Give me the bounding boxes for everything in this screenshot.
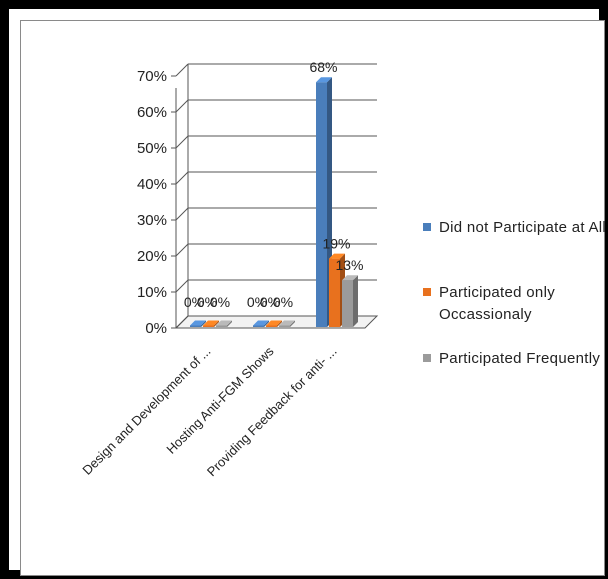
data-label: 0% [260,294,280,310]
bar-top [329,253,345,259]
legend-label: Participated only Occassionaly [439,284,555,323]
bar-side [227,320,232,327]
bar-front [203,325,214,327]
y-tick-label: 60% [137,104,167,121]
bar-front [342,280,353,327]
gridline-depth [175,279,189,293]
gridline-depth [175,135,189,149]
chart-area: 0% 10% 20% 30% 40% 50% 60% 70% 0% 0% 0% 0% 0% 0% 68% 1… [20,20,608,576]
bar-front [253,325,264,327]
bar-front [279,325,290,327]
bar [253,320,269,327]
bar [266,320,282,327]
bar [216,320,232,327]
gridline-depth [175,171,189,185]
legend-swatch [423,223,431,231]
bars [190,77,358,327]
gridline-depth [175,63,189,77]
bar-top [279,320,295,326]
gridline-depth [175,207,189,221]
y-tick-label: 40% [137,176,167,193]
category-label: Providing Feedback for anti- ... [204,344,340,480]
bar-front [329,258,340,327]
legend-swatch [423,354,431,362]
legend-item-participated-frequently: Participated Frequently [423,348,608,370]
bar-front [216,325,227,327]
legend-swatch [423,288,431,296]
y-tick-label: 70% [137,68,167,85]
bar-top [216,320,232,326]
bar [203,320,219,327]
bar-top [266,320,282,326]
bar-top [316,77,332,83]
data-label: 68% [309,59,337,75]
data-label: 0% [197,294,217,310]
gridline-depth [175,315,189,329]
bar-side [290,320,295,327]
y-tick-label: 50% [137,140,167,157]
bar-side [353,275,358,327]
gridline-depth [175,99,189,113]
category-label: Hosting Anti-FGM Shows [163,343,277,457]
gridline-depth [175,243,189,257]
category-label: Design and Development of ... [79,344,213,478]
bar-top [190,320,206,326]
data-label: 0% [273,294,293,310]
bar-side [264,320,269,327]
bar-side [277,320,282,327]
bar-top [342,275,358,281]
y-tick-label: 10% [137,284,167,301]
bar-top [203,320,219,326]
data-label: 19% [322,236,350,252]
legend-item-did-not-participate: Did not Participate at All [423,217,608,239]
data-label: 0% [247,294,267,310]
bar-front [190,325,201,327]
data-labels: 0%0%0% 0%0%0%68%19%13% [184,59,364,310]
bar [279,320,295,327]
y-axis-tick-labels: 0% 10% 20% 30% 40% 50% 60% 70% [137,68,167,337]
data-label: 0% [184,294,204,310]
data-label: 13% [335,257,363,273]
gridlines [171,63,377,329]
y-tick-label: 20% [137,248,167,265]
bar [190,320,206,327]
y-tick-label: 30% [137,212,167,229]
bar-front [266,325,277,327]
bar [342,275,358,327]
data-label: 0% [210,294,230,310]
y-tick-label: 0% [145,320,167,337]
legend-label: Did not Participate at All [439,219,607,236]
legend-item-participated-occasionally: Participated only Occassionaly [423,282,608,326]
category-labels: Design and Development of ...Hosting Ant… [79,343,339,479]
bar-front [316,82,327,327]
legend-label: Participated Frequently [439,350,601,367]
bar-top [253,320,269,326]
bar-chart: 0%10%20%30%40%50%60%70% 0%0%0% 0%0%0%68%1… [79,59,379,479]
bar-side [214,320,219,327]
bar-side [201,320,206,327]
